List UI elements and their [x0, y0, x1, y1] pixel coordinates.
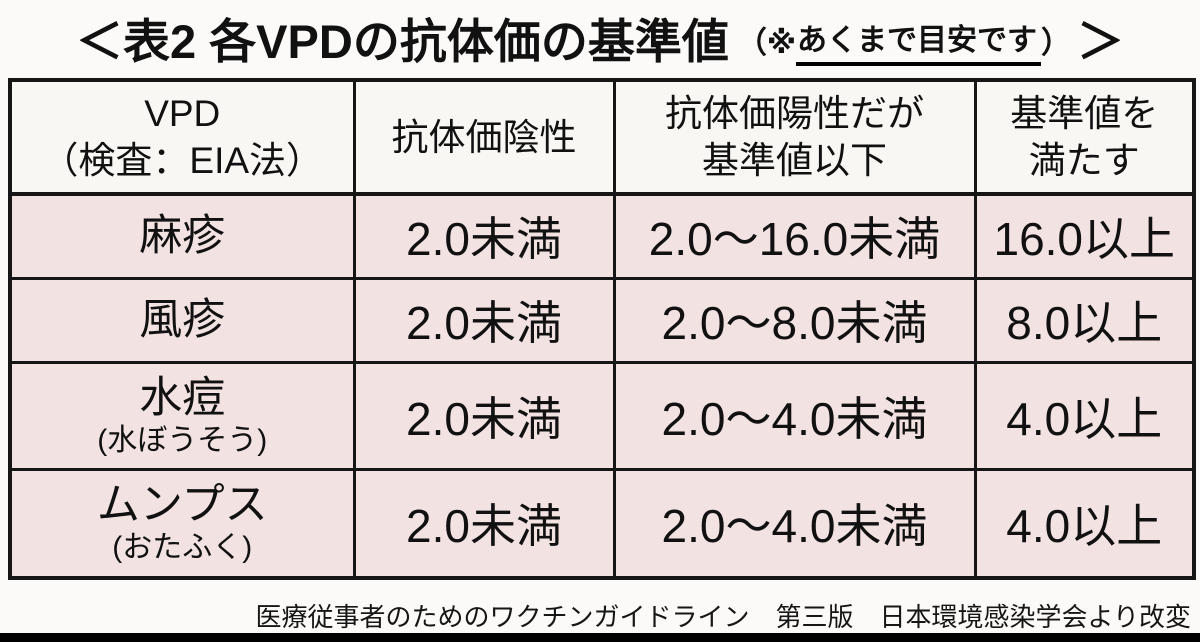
- title-note: （※ あくまで目安です）: [737, 15, 1071, 66]
- cell-mumps-negative: 2.0未満: [352, 467, 616, 580]
- column-header-vpd-line2: （検査：EIA法）: [41, 140, 324, 181]
- cell-mumps-positive-below: 2.0〜4.0未満: [612, 467, 977, 580]
- page-title: ＜表2 各VPDの抗体価の基準値 （※ あくまで目安です）＞: [0, 0, 1200, 74]
- table-header-row: VPD （検査：EIA法） 抗体価陰性 抗体価陽性だが 基準値以下 基準値を 満…: [8, 78, 1196, 196]
- cell-rubella-negative: 2.0未満: [352, 276, 616, 364]
- column-header-meets-standard-line2: 満たす: [1028, 140, 1140, 181]
- column-header-positive-below-line2: 基準値以下: [702, 140, 887, 181]
- cell-rubella-name: 風疹: [8, 276, 356, 364]
- title-note-close: ）: [1041, 27, 1071, 60]
- column-header-negative: 抗体価陰性: [352, 78, 616, 196]
- table-row-measles: 麻疹 2.0未満 2.0〜16.0未満 16.0以上: [8, 192, 1196, 280]
- cell-measles-meets: 16.0以上: [973, 192, 1196, 280]
- vpd-reference-table: VPD （検査：EIA法） 抗体価陰性 抗体価陽性だが 基準値以下 基準値を 満…: [8, 78, 1196, 580]
- cell-varicella-name: 水痘 (水ぼうそう): [8, 360, 356, 471]
- source-attribution: 医療従事者のためのワクチンガイドライン 第三版 日本環境感染学会より改変: [255, 602, 1191, 632]
- cell-varicella-negative: 2.0未満: [352, 360, 616, 471]
- cell-rubella-meets: 8.0以上: [973, 276, 1196, 364]
- column-header-vpd-line1: VPD: [144, 93, 221, 134]
- title-note-open: （※: [736, 27, 796, 60]
- cell-measles-positive-below: 2.0〜16.0未満: [612, 192, 977, 280]
- cell-rubella-positive-below: 2.0〜8.0未満: [612, 276, 977, 364]
- table-row-mumps: ムンプス (おたふく) 2.0未満 2.0〜4.0未満 4.0以上: [8, 467, 1196, 580]
- title-note-underlined-text: あくまで目安です: [796, 15, 1041, 66]
- column-header-meets-standard: 基準値を 満たす: [973, 78, 1196, 196]
- column-header-positive-below: 抗体価陽性だが 基準値以下: [612, 78, 977, 196]
- cell-varicella-meets: 4.0以上: [973, 360, 1196, 471]
- table-row-varicella: 水痘 (水ぼうそう) 2.0未満 2.0〜4.0未満 4.0以上: [8, 360, 1196, 471]
- title-main-text: ＜表2 各VPDの抗体価の基準値: [75, 14, 729, 68]
- bottom-black-bar: [0, 633, 1200, 642]
- column-header-positive-below-line1: 抗体価陽性だが: [665, 93, 924, 134]
- cell-measles-negative: 2.0未満: [352, 192, 616, 280]
- cell-mumps-meets: 4.0以上: [973, 467, 1196, 580]
- cell-measles-name: 麻疹: [8, 192, 356, 280]
- table-row-rubella: 風疹 2.0未満 2.0〜8.0未満 8.0以上: [8, 276, 1196, 364]
- column-header-vpd: VPD （検査：EIA法）: [8, 78, 356, 196]
- cell-varicella-positive-below: 2.0〜4.0未満: [612, 360, 977, 471]
- title-closing-bracket: ＞: [1077, 14, 1124, 68]
- column-header-negative-line1: 抗体価陰性: [391, 116, 577, 158]
- cell-mumps-name: ムンプス (おたふく): [8, 467, 356, 580]
- column-header-meets-standard-line1: 基準値を: [1010, 93, 1159, 134]
